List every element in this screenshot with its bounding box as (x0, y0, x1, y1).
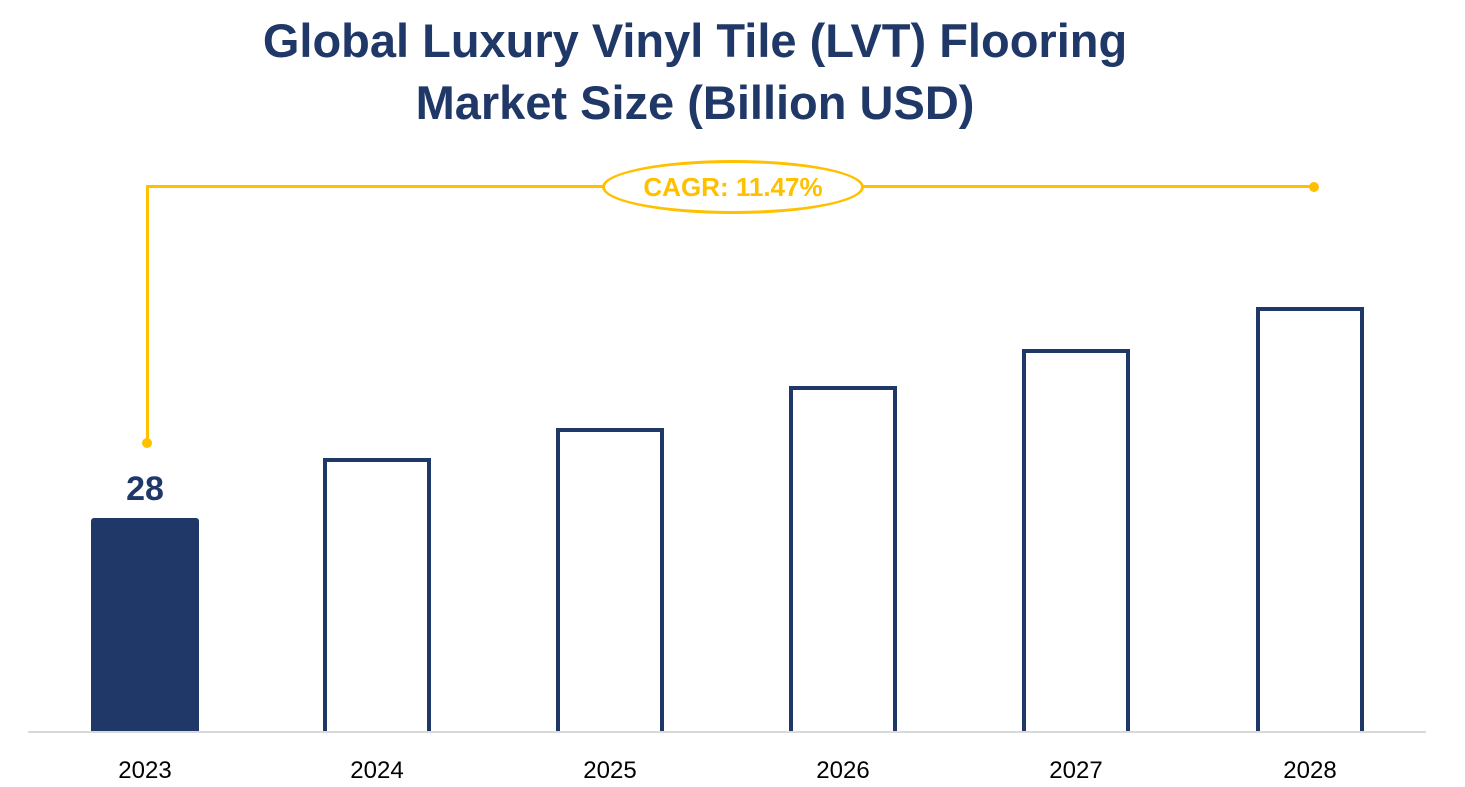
x-tick-label: 2028 (1283, 757, 1337, 784)
x-tick-label: 2024 (350, 757, 404, 784)
x-tick-label: 2026 (816, 757, 870, 784)
bar-2027 (1022, 349, 1130, 731)
cagr-badge: CAGR: 11.47% (602, 160, 864, 214)
cagr-start-dot (142, 438, 152, 448)
cagr-connector-vertical (146, 185, 149, 443)
bar-2026 (789, 386, 897, 731)
x-tick-label: 2027 (1049, 757, 1103, 784)
bar-2023 (91, 518, 199, 731)
chart-title-line-1: Global Luxury Vinyl Tile (LVT) Flooring (262, 14, 1128, 67)
chart-title-line-2: Market Size (Billion USD) (415, 76, 975, 129)
data-label: 28 (126, 470, 164, 508)
chart-title: Global Luxury Vinyl Tile (LVT) Flooring … (0, 10, 1390, 134)
bar-2028 (1256, 307, 1364, 731)
bar-2025 (556, 428, 664, 731)
x-tick-label: 2025 (583, 757, 637, 784)
x-tick-label: 2023 (118, 757, 172, 784)
x-axis-baseline (28, 731, 1426, 733)
bar-2024 (323, 458, 431, 731)
cagr-end-dot (1309, 182, 1319, 192)
cagr-text: CAGR: 11.47% (643, 171, 823, 202)
